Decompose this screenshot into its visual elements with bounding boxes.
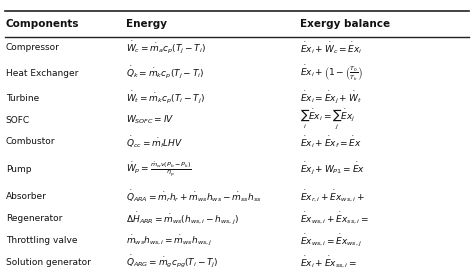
Text: $\dot{E}x_{ws,i} = \dot{E}x_{ws,j}$: $\dot{E}x_{ws,i} = \dot{E}x_{ws,j}$ bbox=[300, 232, 362, 249]
Text: $\dot{W}_c = \dot{m}_a c_p(T_j - T_i)$: $\dot{W}_c = \dot{m}_a c_p(T_j - T_i)$ bbox=[126, 40, 206, 56]
Text: $\dot{E}x_i + \dot{E}x_{ss,i} =$: $\dot{E}x_i + \dot{E}x_{ss,i} =$ bbox=[300, 255, 357, 269]
Text: $\dot{E}x_i + \dot{E}x_f = \dot{E}x$: $\dot{E}x_i + \dot{E}x_f = \dot{E}x$ bbox=[300, 134, 361, 150]
Text: Throttling valve: Throttling valve bbox=[6, 236, 77, 245]
Text: Compressor: Compressor bbox=[6, 43, 60, 52]
Text: Components: Components bbox=[6, 19, 79, 29]
Text: $\dot{Q}_k = \dot{m}_k c_p(T_j - T_i)$: $\dot{Q}_k = \dot{m}_k c_p(T_j - T_i)$ bbox=[126, 65, 204, 81]
Text: $\dot{E}x_{ws,i} + \dot{E}x_{ss,i} =$: $\dot{E}x_{ws,i} + \dot{E}x_{ss,i} =$ bbox=[300, 211, 369, 226]
Text: $\dot{Q}_{ARA} = \dot{m}_r h_r + \dot{m}_{ws} h_{ws} - \dot{m}_{ss} h_{ss}$: $\dot{Q}_{ARA} = \dot{m}_r h_r + \dot{m}… bbox=[126, 189, 261, 204]
Text: $\dot{Q}_{ARG} = \dot{m}_g c_{pg}(T_i - T_j)$: $\dot{Q}_{ARG} = \dot{m}_g c_{pg}(T_i - … bbox=[126, 254, 218, 269]
Text: $\dot{E}x_j + W_{P1} = \dot{E}x$: $\dot{E}x_j + W_{P1} = \dot{E}x$ bbox=[300, 161, 365, 177]
Text: Solution generator: Solution generator bbox=[6, 258, 91, 267]
Text: $\dot{m}_{ws} h_{ws,i} = \dot{m}_{ws} h_{ws,j}$: $\dot{m}_{ws} h_{ws,i} = \dot{m}_{ws} h_… bbox=[126, 233, 212, 247]
Text: $\dot{E}x_i = \dot{E}x_j + \dot{W}_t$: $\dot{E}x_i = \dot{E}x_j + \dot{W}_t$ bbox=[300, 90, 362, 106]
Text: Pump: Pump bbox=[6, 165, 31, 174]
Text: $\dot{E}x_i + \left(1 - \left(\frac{T_0}{T_k}\right)\right.$: $\dot{E}x_i + \left(1 - \left(\frac{T_0}… bbox=[300, 63, 363, 83]
Text: $\sum_i \dot{E}x_i = \sum_j \dot{E}x_j$: $\sum_i \dot{E}x_i = \sum_j \dot{E}x_j$ bbox=[300, 108, 355, 132]
Text: Turbine: Turbine bbox=[6, 94, 39, 103]
Text: SOFC: SOFC bbox=[6, 116, 30, 125]
Text: $\Delta\dot{H}_{ARR} = \dot{m}_{ws}(h_{ws,i} - h_{ws,j})$: $\Delta\dot{H}_{ARR} = \dot{m}_{ws}(h_{w… bbox=[126, 211, 238, 226]
Text: $\dot{W}_p = \frac{\dot{m}_w v(P_b - P_k)}{\eta_p}$: $\dot{W}_p = \frac{\dot{m}_w v(P_b - P_k… bbox=[126, 160, 191, 179]
Text: Combustor: Combustor bbox=[6, 137, 55, 147]
Text: Exergy balance: Exergy balance bbox=[300, 19, 390, 29]
Text: Regenerator: Regenerator bbox=[6, 214, 62, 223]
Text: $\dot{E}x_i + \dot{W}_c = \dot{E}x_i$: $\dot{E}x_i + \dot{W}_c = \dot{E}x_i$ bbox=[300, 40, 362, 56]
Text: Absorber: Absorber bbox=[6, 192, 46, 201]
Text: $\dot{W}_t = \dot{m}_k c_p(T_i - T_j)$: $\dot{W}_t = \dot{m}_k c_p(T_i - T_j)$ bbox=[126, 90, 204, 106]
Text: $W_{SOFC} = IV$: $W_{SOFC} = IV$ bbox=[126, 114, 174, 126]
Text: Energy: Energy bbox=[126, 19, 166, 29]
Text: Heat Exchanger: Heat Exchanger bbox=[6, 69, 78, 77]
Text: $\dot{Q}_{cc} = \dot{m}_f LHV$: $\dot{Q}_{cc} = \dot{m}_f LHV$ bbox=[126, 134, 182, 150]
Text: $\dot{E}x_{r,i} + \dot{E}x_{ws,i} +$: $\dot{E}x_{r,i} + \dot{E}x_{ws,i} +$ bbox=[300, 189, 365, 204]
